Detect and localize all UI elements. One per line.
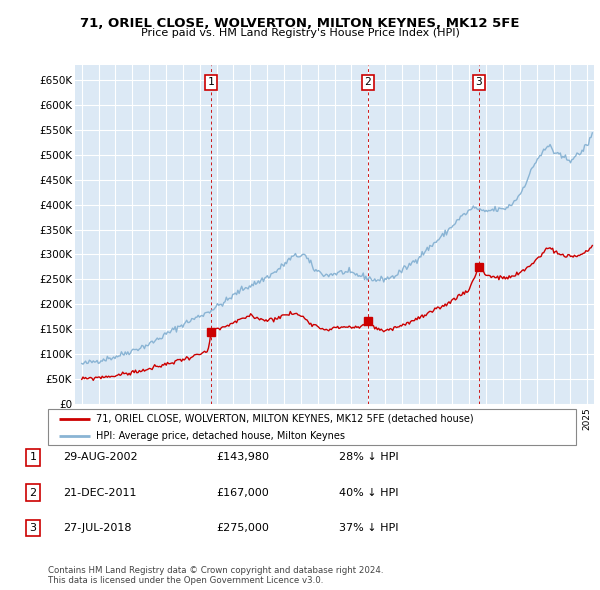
Text: 28% ↓ HPI: 28% ↓ HPI (339, 453, 398, 462)
Text: 71, ORIEL CLOSE, WOLVERTON, MILTON KEYNES, MK12 5FE (detached house): 71, ORIEL CLOSE, WOLVERTON, MILTON KEYNE… (95, 414, 473, 424)
Text: 29-AUG-2002: 29-AUG-2002 (63, 453, 137, 462)
Text: 40% ↓ HPI: 40% ↓ HPI (339, 488, 398, 497)
Text: Price paid vs. HM Land Registry's House Price Index (HPI): Price paid vs. HM Land Registry's House … (140, 28, 460, 38)
Text: 1: 1 (208, 77, 214, 87)
Text: 21-DEC-2011: 21-DEC-2011 (63, 488, 137, 497)
Text: £143,980: £143,980 (216, 453, 269, 462)
Text: 71, ORIEL CLOSE, WOLVERTON, MILTON KEYNES, MK12 5FE: 71, ORIEL CLOSE, WOLVERTON, MILTON KEYNE… (80, 17, 520, 30)
Text: 3: 3 (475, 77, 482, 87)
Text: 1: 1 (29, 453, 37, 462)
Text: HPI: Average price, detached house, Milton Keynes: HPI: Average price, detached house, Milt… (95, 431, 344, 441)
Text: Contains HM Land Registry data © Crown copyright and database right 2024.
This d: Contains HM Land Registry data © Crown c… (48, 566, 383, 585)
Text: 2: 2 (29, 488, 37, 497)
Text: £275,000: £275,000 (216, 523, 269, 533)
Text: 3: 3 (29, 523, 37, 533)
FancyBboxPatch shape (48, 409, 576, 445)
Text: 27-JUL-2018: 27-JUL-2018 (63, 523, 131, 533)
Text: £167,000: £167,000 (216, 488, 269, 497)
Text: 2: 2 (364, 77, 371, 87)
Text: 37% ↓ HPI: 37% ↓ HPI (339, 523, 398, 533)
